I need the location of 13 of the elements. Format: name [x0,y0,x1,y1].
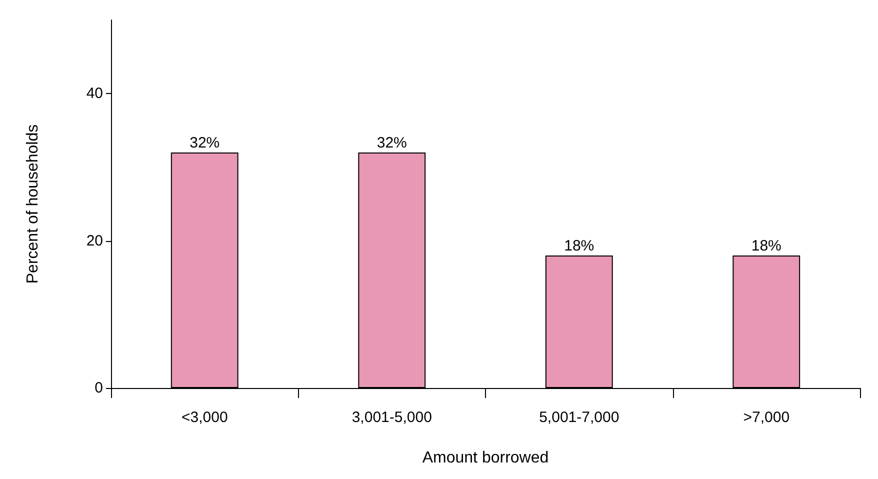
data-label: 32% [190,134,220,152]
data-label: 32% [376,134,407,152]
y-axis-title: Percent of households [24,124,42,284]
y-tick-label: 20 [86,232,103,250]
x-tick-label: 3,001-5,000 [352,409,432,426]
data-label: 18% [564,238,594,255]
x-axis-title: Amount borrowed [422,450,549,466]
y-tick-label: 40 [86,85,103,102]
y-tick-label: 0 [94,380,103,396]
data-label: 18% [751,238,782,255]
x-tick-label: <3,000 [181,409,228,426]
x-tick-label: >7,000 [743,409,790,426]
x-tick-label: 5,001-7,000 [539,409,620,426]
